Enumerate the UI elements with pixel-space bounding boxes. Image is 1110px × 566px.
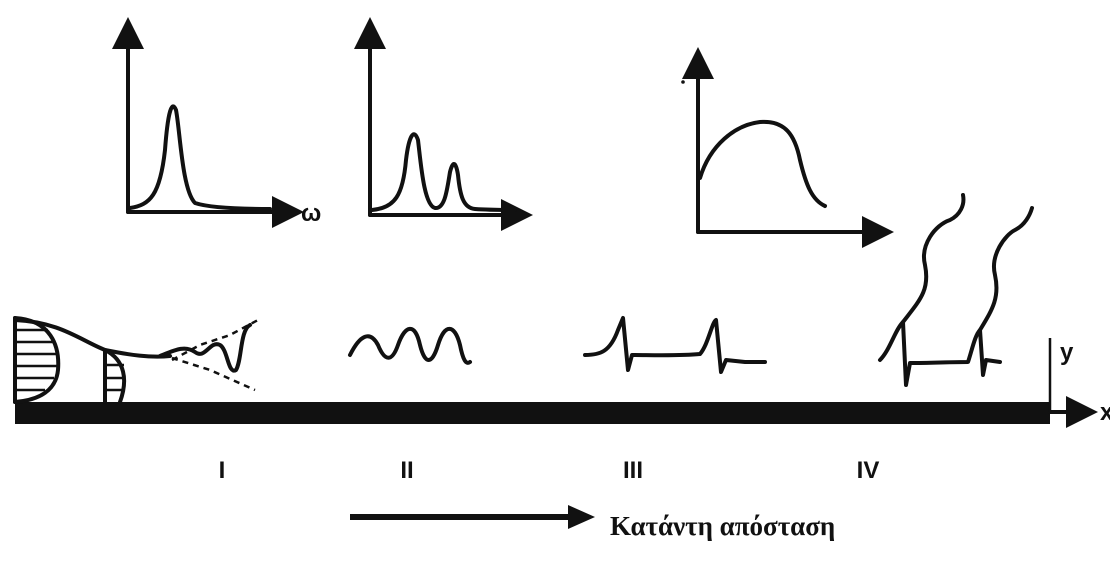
spectrum-plot-3 <box>681 47 894 248</box>
y-label: y <box>1060 339 1074 366</box>
wall <box>15 402 1050 424</box>
boundary-layer <box>13 316 259 404</box>
stage-label: III <box>623 457 643 484</box>
spectrum-plot-2 <box>354 17 533 231</box>
turbulence-iv <box>878 193 1034 387</box>
omega-label: ω <box>301 200 321 227</box>
spectrum-plot-1: ω <box>112 17 321 228</box>
stage-label: II <box>400 457 413 484</box>
downstream-arrow <box>568 505 595 529</box>
stage-label: I <box>219 457 226 484</box>
stage-label: IV <box>857 457 880 484</box>
wave-ii <box>348 326 472 365</box>
caption: Κατάντη απόσταση <box>610 511 835 541</box>
x-label: x <box>1100 399 1110 426</box>
spikes-iii <box>583 316 767 374</box>
